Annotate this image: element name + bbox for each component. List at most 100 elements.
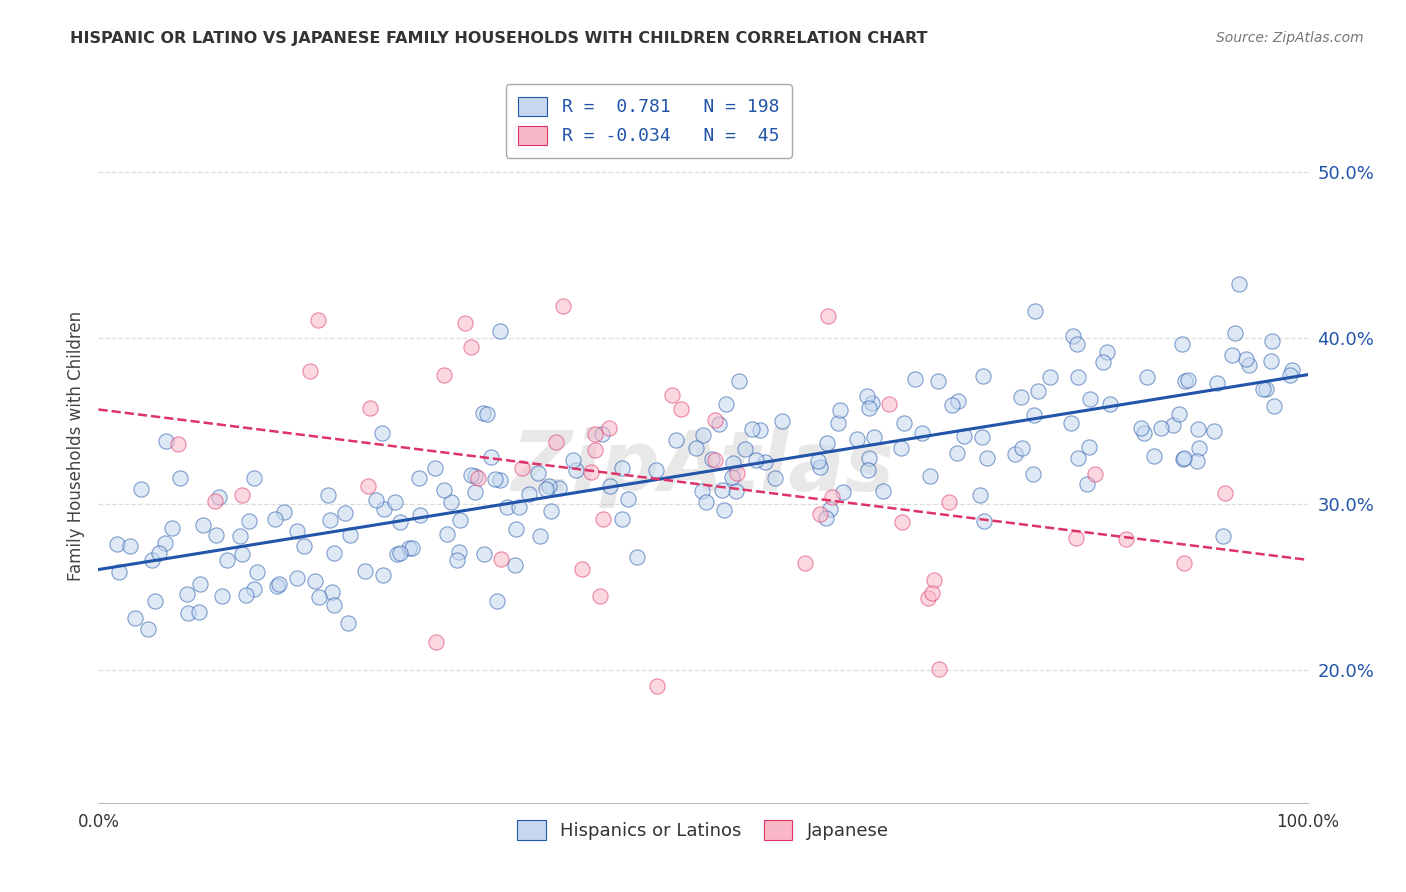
Point <box>464 485 486 500</box>
Point <box>945 446 967 460</box>
Point <box>754 455 776 469</box>
Point <box>827 416 849 430</box>
Point <box>1039 370 1062 384</box>
Point <box>153 536 176 550</box>
Point <box>1168 407 1191 421</box>
Point <box>319 513 342 527</box>
Point <box>807 454 830 468</box>
Point <box>918 468 941 483</box>
Point <box>763 470 786 484</box>
Point <box>721 456 744 470</box>
Point <box>1115 532 1137 546</box>
Point <box>685 441 707 455</box>
Point <box>891 515 914 529</box>
Point <box>972 429 994 443</box>
Text: ZipAtlas: ZipAtlas <box>512 427 894 508</box>
Point <box>589 589 612 603</box>
Point <box>211 589 233 603</box>
Point <box>794 556 817 570</box>
Point <box>820 490 842 504</box>
Point <box>1099 397 1122 411</box>
Point <box>645 463 668 477</box>
Point <box>389 546 412 560</box>
Point <box>727 374 749 388</box>
Point <box>191 517 214 532</box>
Point <box>160 521 183 535</box>
Point <box>322 546 344 560</box>
Point <box>370 425 392 440</box>
Point <box>359 401 381 415</box>
Point <box>1256 382 1278 396</box>
Point <box>591 426 613 441</box>
Point <box>1212 529 1234 543</box>
Point <box>714 396 737 410</box>
Point <box>890 441 912 455</box>
Point <box>581 465 603 479</box>
Point <box>592 512 614 526</box>
Point <box>460 340 482 354</box>
Point <box>389 515 412 529</box>
Point <box>425 634 447 648</box>
Point <box>1060 416 1083 430</box>
Point <box>690 483 713 498</box>
Point <box>1177 373 1199 387</box>
Point <box>207 491 229 505</box>
Point <box>598 421 620 435</box>
Point <box>858 463 880 477</box>
Point <box>858 451 880 466</box>
Point <box>1185 454 1208 468</box>
Point <box>460 468 482 483</box>
Point <box>645 679 668 693</box>
Point <box>1091 355 1114 369</box>
Point <box>583 426 606 441</box>
Point <box>495 500 517 514</box>
Point <box>917 591 939 605</box>
Point <box>264 512 287 526</box>
Point <box>1173 450 1195 465</box>
Point <box>108 565 131 579</box>
Point <box>467 470 489 484</box>
Point <box>307 313 329 327</box>
Text: HISPANIC OR LATINO VS JAPANESE FAMILY HOUSEHOLDS WITH CHILDREN CORRELATION CHART: HISPANIC OR LATINO VS JAPANESE FAMILY HO… <box>70 31 928 46</box>
Point <box>1237 359 1260 373</box>
Point <box>583 442 606 457</box>
Point <box>928 662 950 676</box>
Point <box>269 576 291 591</box>
Point <box>710 483 733 497</box>
Point <box>228 529 250 543</box>
Point <box>862 430 884 444</box>
Point <box>387 547 409 561</box>
Point <box>616 492 638 507</box>
Point <box>510 460 533 475</box>
Point <box>308 591 330 605</box>
Point <box>720 470 742 484</box>
Point <box>626 549 648 564</box>
Point <box>1220 348 1243 362</box>
Point <box>1022 409 1045 423</box>
Point <box>725 484 748 499</box>
Point <box>366 493 388 508</box>
Point <box>167 437 190 451</box>
Point <box>703 412 725 426</box>
Point <box>1188 441 1211 455</box>
Point <box>612 512 634 526</box>
Point <box>1251 382 1274 396</box>
Point <box>1095 345 1118 359</box>
Point <box>969 488 991 502</box>
Point <box>1161 418 1184 433</box>
Point <box>505 522 527 536</box>
Point <box>665 433 688 447</box>
Point <box>946 393 969 408</box>
Point <box>818 501 841 516</box>
Point <box>238 514 260 528</box>
Point <box>692 428 714 442</box>
Point <box>745 453 768 467</box>
Point <box>669 402 692 417</box>
Point <box>562 453 585 467</box>
Point <box>409 508 432 523</box>
Point <box>339 528 361 542</box>
Point <box>661 388 683 402</box>
Point <box>910 425 932 440</box>
Point <box>449 545 471 559</box>
Point <box>141 552 163 566</box>
